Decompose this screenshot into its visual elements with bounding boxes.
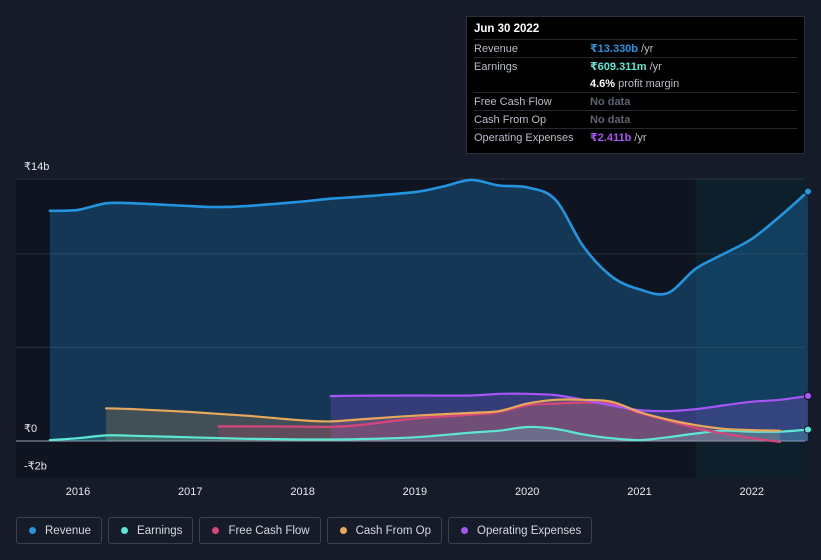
chart-grid (16, 178, 805, 478)
series-endpoints (803, 187, 813, 434)
legend-dot-icon (461, 527, 469, 534)
tooltip-row-free-cash-flow: Free Cash Flow No data (474, 92, 797, 110)
tooltip-unit: /yr (634, 131, 647, 144)
legend-item-operating-expenses[interactable]: Operating Expenses (448, 517, 593, 544)
y-tick-label: -₹2b (24, 460, 47, 472)
series-lines (48, 178, 810, 443)
tooltip-unit: /yr (649, 60, 662, 73)
tooltip-row-cash-from-op: Cash From Op No data (474, 110, 797, 128)
tooltip-date: Jun 30 2022 (474, 23, 540, 35)
x-tick-label: 2016 (66, 486, 90, 498)
x-tick-label: 2021 (627, 486, 651, 498)
revenue-area (49, 179, 808, 441)
tooltip-value: 4.6% (590, 77, 616, 90)
tooltip-value: ₹609.311m (590, 61, 647, 73)
revenue-endpoint (803, 187, 813, 196)
y-tick-label: ₹0 (24, 423, 37, 435)
legend-dot-icon (121, 527, 129, 534)
legend-label: Cash From Op (355, 524, 432, 537)
tooltip-row-revenue: Revenue ₹13.330b /yr (474, 39, 797, 57)
chart-legend: Revenue Earnings Free Cash Flow Cash Fro… (16, 517, 593, 544)
y-axis-ticks: ₹14b ₹0 -₹2b (24, 161, 49, 472)
legend-dot-icon (29, 527, 36, 534)
earnings-area (49, 426, 808, 441)
tooltip-unit: profit margin (618, 77, 680, 90)
tooltip-label: Free Cash Flow (474, 95, 552, 108)
legend-dot-icon (212, 527, 220, 534)
operating-expenses-endpoint (803, 391, 813, 400)
tooltip-value: No data (590, 95, 631, 108)
legend-label: Revenue (45, 524, 92, 537)
tooltip-row-profit-margin: 4.6% profit margin (474, 75, 797, 92)
tooltip-value: ₹13.330b (590, 43, 639, 55)
legend-label: Earnings (137, 524, 183, 537)
cash-from-op-line (105, 398, 781, 432)
legend-dot-icon (339, 527, 347, 534)
tooltip-row-operating-expenses: Operating Expenses ₹2.411b /yr (474, 128, 797, 146)
plot-background (16, 179, 805, 478)
tooltip-label: Revenue (474, 42, 519, 55)
tooltip-row-earnings: Earnings ₹609.311m /yr (474, 57, 797, 75)
tooltip-value: ₹2.411b (590, 132, 632, 144)
tooltip-unit: /yr (641, 42, 654, 55)
earnings-endpoint (803, 425, 813, 434)
legend-label: Free Cash Flow (228, 524, 310, 537)
operating-expenses-area (330, 393, 808, 441)
x-tick-label: 2017 (178, 486, 202, 498)
x-axis-ticks: 2016 2017 2018 2019 2020 2021 2022 (66, 486, 764, 498)
legend-label: Operating Expenses (477, 524, 582, 537)
x-tick-label: 2022 (740, 486, 764, 498)
legend-item-revenue[interactable]: Revenue (16, 517, 103, 544)
cash-from-op-area (106, 399, 780, 441)
legend-item-earnings[interactable]: Earnings (108, 517, 194, 544)
free-cash-flow-line (217, 401, 781, 443)
free-cash-flow-area (218, 402, 780, 442)
tooltip-label: Cash From Op (474, 113, 547, 126)
revenue-line (48, 178, 810, 296)
tooltip-label: Operating Expenses (474, 131, 574, 144)
y-tick-label: ₹14b (24, 161, 49, 173)
operating-expenses-line (329, 392, 809, 413)
x-tick-label: 2020 (515, 486, 539, 498)
tooltip-value: No data (590, 113, 631, 126)
x-tick-label: 2018 (290, 486, 314, 498)
legend-item-cash-from-op[interactable]: Cash From Op (326, 517, 443, 544)
data-tooltip: Jun 30 2022 Revenue ₹13.330b /yr Earning… (466, 16, 805, 154)
series-areas (49, 179, 808, 442)
x-tick-label: 2019 (403, 486, 427, 498)
legend-item-free-cash-flow[interactable]: Free Cash Flow (199, 517, 321, 544)
tooltip-label: Earnings (474, 60, 518, 73)
